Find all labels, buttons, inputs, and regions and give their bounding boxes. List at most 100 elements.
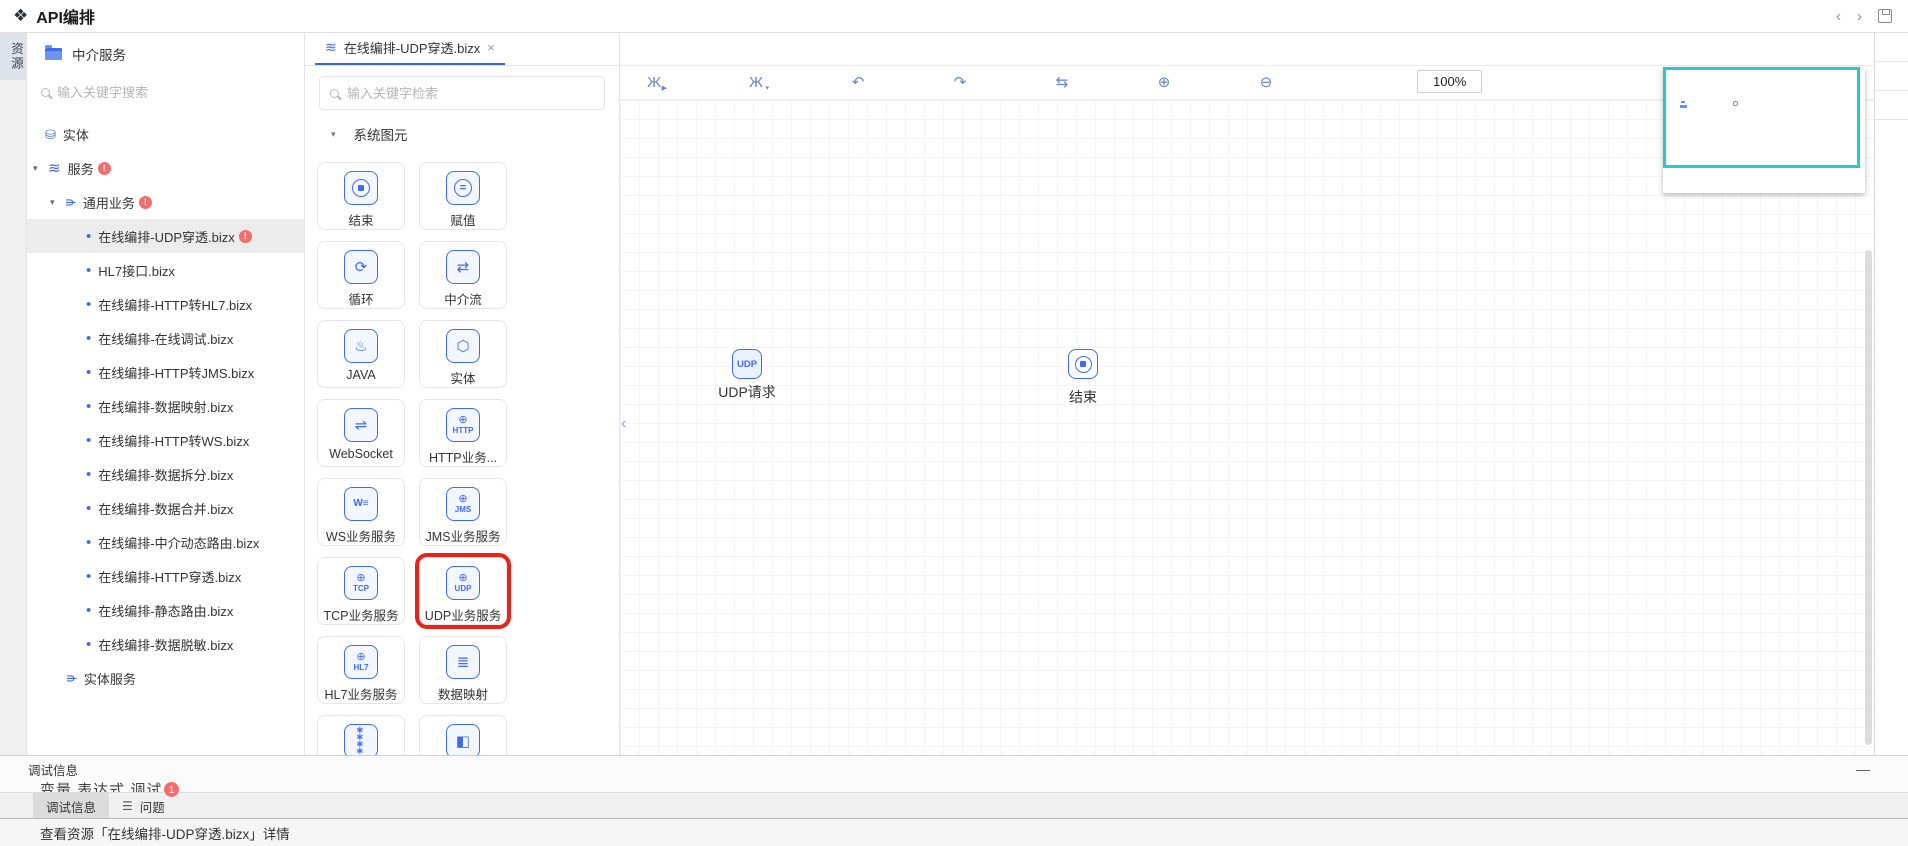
redo-icon[interactable]: ↷ bbox=[953, 74, 967, 91]
tree-item-label: 在线编排-HTTP转JMS.bizx bbox=[98, 365, 255, 381]
tree-row[interactable]: 在线编排-数据脱敏.bizx bbox=[27, 627, 304, 661]
tree-row[interactable]: 在线编排-在线调试.bizx bbox=[27, 321, 304, 355]
tree-item-label: 在线编排-UDP穿透.bizx bbox=[98, 229, 235, 245]
tree-row[interactable]: 在线编排-数据拆分.bizx bbox=[27, 457, 304, 491]
canvas-top-strip bbox=[620, 33, 1874, 66]
tree-item-label: 在线编排-HTTP穿透.bizx bbox=[98, 569, 242, 585]
palette-search bbox=[319, 76, 605, 110]
palette-card-label: JAVA bbox=[346, 368, 376, 382]
debug-tab[interactable]: 调试信息 bbox=[33, 793, 110, 818]
tab-named-sql[interactable] bbox=[1875, 91, 1908, 120]
zoom-level[interactable]: 100% bbox=[1417, 70, 1483, 93]
debug-tab-label: 问题 bbox=[139, 800, 165, 815]
palette-card[interactable]: ⇌ WebSocket bbox=[317, 399, 405, 467]
rail-tab-resources[interactable]: 资源 bbox=[0, 33, 26, 80]
tree-row[interactable]: 在线编排-HTTP转WS.bizx bbox=[27, 423, 304, 457]
palette-card-label: UDP业务服务 bbox=[424, 609, 502, 623]
palette-card-icon: ⬡ bbox=[446, 329, 480, 363]
palette-grid: 结束 赋值 ⟳ 循环 ⇄ bbox=[317, 162, 608, 755]
palette-card[interactable]: ⊕ UDP UDP业务服务 bbox=[415, 553, 511, 629]
debug-stop-icon[interactable]: Ж ▾ bbox=[749, 74, 769, 92]
tab-datasource[interactable] bbox=[1875, 33, 1908, 62]
palette-section-label: 系统图元 bbox=[353, 128, 408, 143]
editor-tab[interactable]: ≋ 在线编排-UDP穿透.bizx × bbox=[315, 33, 505, 65]
nav-forward-icon[interactable]: › bbox=[1857, 7, 1862, 25]
tab-offline-resource[interactable] bbox=[1875, 62, 1908, 91]
palette-card[interactable]: ⇄ 中介流 bbox=[419, 241, 507, 309]
folder-icon bbox=[45, 45, 62, 60]
tree-item-label: 在线编排-HTTP转HL7.bizx bbox=[98, 297, 253, 313]
tree-row[interactable]: 在线编排-静态路由.bizx bbox=[27, 593, 304, 627]
canvas-vertical-scrollbar[interactable] bbox=[1865, 250, 1872, 745]
tree-item-label: HL7接口.bizx bbox=[98, 263, 175, 279]
zoom-in-icon[interactable]: ⊕ bbox=[1157, 74, 1171, 91]
palette-card[interactable]: ⊕ JMS JMS业务服务 bbox=[419, 478, 507, 546]
palette-card-icon: ⊕ UDP bbox=[446, 566, 480, 600]
tree-row[interactable]: 在线编排-数据映射.bizx bbox=[27, 389, 304, 423]
tree-row[interactable]: 在线编排-HTTP穿透.bizx bbox=[27, 559, 304, 593]
undo-icon[interactable]: ↶ bbox=[851, 74, 865, 91]
flow-canvas: Ж ▶ Ж ▾ ↶ ↷ ⇆ ⊕ ⊖ 100% ‹ U bbox=[620, 33, 1874, 755]
palette-section-header[interactable]: ▾ 系统图元 bbox=[331, 124, 619, 144]
tree-row[interactable]: 在线编排-HTTP转HL7.bizx bbox=[27, 287, 304, 321]
tree-item-icon bbox=[86, 365, 91, 380]
tree-row[interactable]: ▾ 通用业务 ! bbox=[27, 185, 304, 219]
minimap[interactable] bbox=[1663, 67, 1865, 193]
palette-card[interactable]: W≡ WS业务服务 bbox=[317, 478, 405, 546]
debug-run-icon[interactable]: Ж ▶ bbox=[647, 74, 667, 92]
tree-item-label: 实体服务 bbox=[83, 671, 136, 687]
palette-card[interactable]: ⬡ 实体 bbox=[419, 320, 507, 388]
tree-row[interactable]: HL7接口.bizx bbox=[27, 253, 304, 287]
palette-card-icon: W≡ bbox=[344, 487, 378, 521]
debug-clipped-row: 变量 表达式 调试 bbox=[40, 782, 163, 792]
palette-card[interactable]: ♨ JAVA bbox=[317, 320, 405, 388]
zoom-out-icon[interactable]: ⊖ bbox=[1259, 74, 1273, 91]
palette-card-icon bbox=[446, 171, 480, 205]
palette-card[interactable]: ◧ 数据拆分 bbox=[419, 715, 507, 755]
reset-view-icon[interactable]: ⇆ bbox=[1055, 74, 1069, 91]
debug-tab[interactable]: ☰ 问题 bbox=[109, 793, 178, 818]
palette-card[interactable]: ∗∗∗∗ 数据脱敏 bbox=[317, 715, 405, 755]
tree-item-icon bbox=[86, 569, 91, 584]
palette-card[interactable]: ⊕ HTTP HTTP业务... bbox=[419, 399, 507, 467]
chevron-down-icon[interactable]: ▾ bbox=[50, 196, 55, 207]
palette-card-label: HTTP业务... bbox=[428, 451, 498, 465]
tree-row[interactable]: ▾ 服务 ! bbox=[27, 151, 304, 185]
palette-card[interactable]: ≣ 数据映射 bbox=[419, 636, 507, 704]
canvas-toolbar: Ж ▶ Ж ▾ ↶ ↷ ⇆ ⊕ ⊖ bbox=[620, 66, 1874, 100]
list-icon: ☰ bbox=[122, 799, 133, 813]
collapse-palette-icon[interactable]: ‹ bbox=[621, 415, 627, 432]
palette-search-input[interactable] bbox=[347, 85, 594, 101]
palette-card[interactable]: ⊕ HL7 HL7业务服务 bbox=[317, 636, 405, 704]
minimap-node-mark bbox=[1733, 101, 1738, 106]
tree-item-icon bbox=[48, 161, 61, 176]
sidebar-header: 中介服务 bbox=[27, 33, 304, 75]
app-title: API编排 bbox=[36, 10, 95, 27]
tree-row[interactable]: 在线编排-UDP穿透.bizx ! bbox=[27, 219, 304, 253]
palette-card[interactable]: ⟳ 循环 bbox=[317, 241, 405, 309]
palette-card-icon: ◧ bbox=[446, 724, 480, 755]
title-bar: ❖ API编排 ‹ › bbox=[0, 0, 1908, 33]
close-icon[interactable]: × bbox=[487, 40, 495, 55]
tree-row[interactable]: 实体服务 bbox=[27, 661, 304, 695]
tree-row[interactable]: 实体 bbox=[27, 117, 304, 151]
flow-node[interactable]: 结束 bbox=[1033, 349, 1133, 407]
flow-node[interactable]: UDP UDP请求 bbox=[697, 349, 797, 402]
tree-row[interactable]: 在线编排-数据合并.bizx bbox=[27, 491, 304, 525]
palette-card[interactable]: 结束 bbox=[317, 162, 405, 230]
palette-card[interactable]: 赋值 bbox=[419, 162, 507, 230]
tree-row[interactable]: 在线编排-中介动态路由.bizx bbox=[27, 525, 304, 559]
debug-panel-title: 调试信息 bbox=[28, 763, 79, 778]
minimap-viewport[interactable] bbox=[1663, 67, 1860, 168]
palette-card[interactable]: ⊕ TCP TCP业务服务 bbox=[317, 557, 405, 625]
left-rail: 资源 bbox=[0, 33, 27, 755]
canvas-grid[interactable] bbox=[620, 100, 1874, 755]
minimize-icon[interactable]: — bbox=[1856, 761, 1870, 777]
flow-node-icon: UDP bbox=[732, 349, 762, 379]
sidebar-search-input[interactable] bbox=[57, 84, 271, 100]
save-icon[interactable] bbox=[1878, 9, 1892, 23]
nav-back-icon[interactable]: ‹ bbox=[1836, 7, 1841, 25]
flow-node-label: UDP请求 bbox=[718, 384, 776, 400]
chevron-down-icon[interactable]: ▾ bbox=[33, 162, 38, 173]
tree-row[interactable]: 在线编排-HTTP转JMS.bizx bbox=[27, 355, 304, 389]
